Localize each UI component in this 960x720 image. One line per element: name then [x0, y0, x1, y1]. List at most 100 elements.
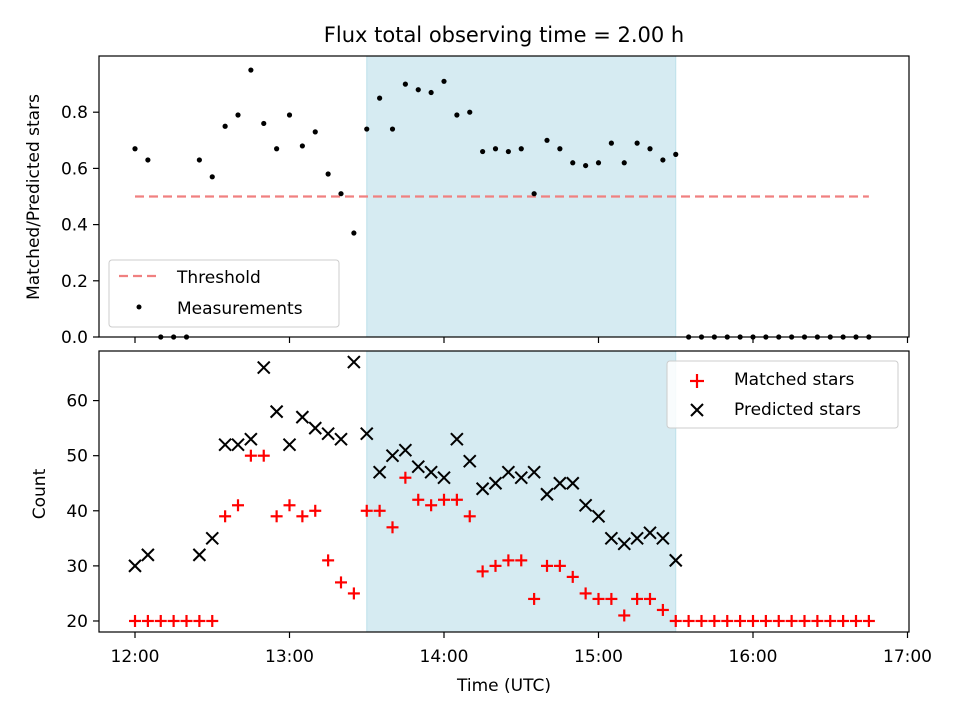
matched-star-point	[656, 603, 669, 616]
matched-star-point	[747, 614, 759, 627]
matched-star-point	[644, 592, 656, 605]
predicted-star-point	[257, 360, 271, 375]
predicted-star-points	[128, 355, 683, 573]
matched-star-point	[515, 554, 528, 567]
count-y-tick-label: 20	[66, 612, 88, 632]
measurement-point	[454, 112, 460, 118]
matched-star-point	[721, 614, 734, 627]
predicted-star-point	[321, 426, 335, 441]
matched-star-point	[811, 614, 824, 627]
matched-star-point	[463, 510, 476, 523]
predicted-star-point	[205, 531, 219, 546]
measurement-points	[132, 67, 872, 340]
matched-star-point	[695, 614, 708, 627]
matched-star-point	[772, 614, 785, 627]
measurement-point	[132, 146, 138, 152]
matched-star-point	[129, 614, 141, 627]
measurement-point	[286, 112, 293, 118]
matched-star-point	[566, 570, 579, 583]
predicted-star-point	[141, 548, 155, 562]
measurement-point	[299, 143, 305, 149]
predicted-star-point	[347, 355, 361, 369]
ratio-y-tick-label: 0.0	[61, 328, 88, 348]
legend-predicted-swatch	[690, 403, 704, 417]
matched-star-point	[682, 614, 695, 627]
matched-star-point	[335, 576, 347, 589]
measurement-point	[248, 67, 254, 73]
predicted-star-point	[643, 526, 657, 540]
predicted-star-point	[360, 426, 374, 441]
predicted-star-point	[450, 432, 464, 446]
measurement-point	[402, 81, 408, 87]
matched-star-point	[734, 614, 747, 627]
measurement-point	[647, 146, 653, 152]
measurement-point	[557, 146, 563, 152]
count-y-ticks: 20 30 40 50 60	[66, 392, 99, 632]
matched-star-point	[141, 614, 154, 627]
predicted-star-point	[514, 471, 528, 485]
measurement-point	[518, 146, 524, 152]
predicted-star-point	[630, 531, 644, 546]
matched-star-point	[631, 592, 644, 605]
predicted-star-point	[437, 471, 451, 485]
count-panel: 20 30 40 50 60 12:00 13:00 14:00 15:00 16:00 17:0…	[30, 350, 932, 696]
measurement-point	[480, 148, 486, 155]
measurement-point	[544, 137, 550, 143]
predicted-star-point	[269, 404, 284, 419]
matched-star-point	[837, 614, 850, 627]
measurement-point	[338, 191, 344, 197]
predicted-star-point	[604, 531, 619, 546]
measurement-point	[377, 95, 383, 101]
ratio-y-tick-label: 0.6	[61, 159, 88, 179]
ratio-panel: 0.00.20.40.60.8 Matched/Predicted stars …	[24, 55, 910, 348]
measurement-point	[222, 123, 228, 129]
ratio-legend: Threshold Measurements	[108, 259, 340, 328]
measurement-point	[531, 191, 537, 197]
legend-matched-label: Matched stars	[734, 370, 854, 390]
predicted-star-point	[553, 476, 567, 490]
count-x-tick-label: 14:00	[420, 647, 469, 667]
matched-star-point	[167, 614, 180, 627]
matched-star-point	[219, 510, 232, 523]
measurement-point	[467, 109, 473, 115]
predicted-star-point	[385, 448, 400, 463]
matched-star-point	[283, 499, 296, 512]
matched-star-point	[244, 449, 257, 462]
matched-star-point	[476, 565, 489, 578]
matched-star-point	[180, 614, 193, 627]
matched-star-point	[850, 614, 862, 627]
matched-star-point	[232, 499, 244, 512]
predicted-star-point	[617, 537, 631, 551]
matched-star-point	[618, 609, 631, 622]
count-legend: Matched stars Predicted stars	[666, 360, 899, 429]
matched-star-point	[193, 614, 206, 627]
matched-star-point	[759, 614, 772, 627]
measurement-point	[209, 174, 215, 180]
matched-star-point	[399, 471, 412, 484]
matched-star-point	[592, 592, 605, 605]
count-y-tick-label: 30	[66, 557, 88, 577]
legend-threshold-label: Threshold	[176, 268, 261, 288]
matched-star-point	[489, 559, 502, 572]
matched-star-point	[386, 521, 399, 534]
ratio-y-tick-label: 0.8	[61, 103, 88, 123]
count-x-ticks: 12:00 13:00 14:00 15:00 16:00 17:00	[111, 632, 932, 667]
count-x-tick-label: 16:00	[729, 647, 778, 667]
matched-star-point	[579, 587, 592, 600]
ratio-legend-box	[108, 259, 340, 328]
measurement-point	[415, 87, 421, 93]
ratio-y-tick-label: 0.4	[61, 216, 88, 236]
count-y-tick-label: 60	[66, 392, 88, 412]
measurement-point	[634, 140, 640, 146]
matched-star-point	[708, 614, 721, 627]
matched-star-point	[824, 614, 837, 627]
matched-star-point	[360, 504, 373, 517]
matched-star-point	[669, 614, 682, 627]
predicted-star-point	[308, 421, 322, 435]
predicted-star-point	[475, 482, 490, 496]
predicted-star-point	[669, 553, 683, 568]
count-y-tick-label: 50	[66, 447, 88, 467]
matched-star-point	[154, 614, 167, 627]
predicted-star-point	[295, 410, 310, 424]
